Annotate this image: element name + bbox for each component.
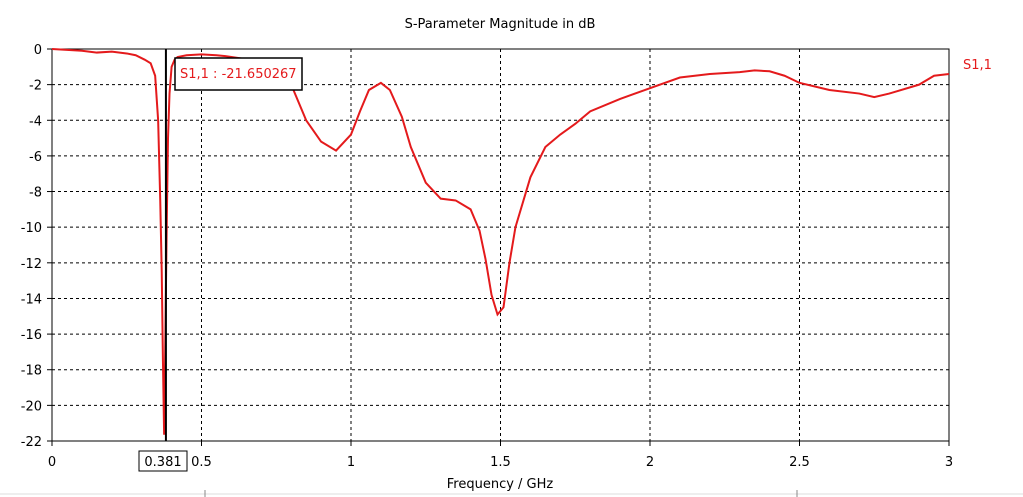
y-tick-label: -2: [29, 79, 42, 94]
y-tick-label: -22: [21, 435, 42, 450]
marker-x-readout: 0.381: [138, 450, 188, 472]
x-tick-label: 0: [48, 455, 56, 470]
y-tick-label: -6: [29, 150, 42, 165]
x-tick-label: 0.5: [191, 455, 212, 470]
x-tick-label: 2.5: [789, 455, 810, 470]
y-tick-label: -14: [21, 292, 42, 307]
y-tick-label: -4: [29, 114, 42, 129]
y-tick-label: -8: [29, 186, 42, 201]
marker-label: S1,1 : -21.650267: [180, 67, 297, 82]
y-tick-label: -18: [21, 364, 42, 379]
y-tick-label: -12: [21, 257, 42, 272]
bottom-ruler: [0, 490, 1023, 497]
y-tick-label: 0: [34, 43, 42, 58]
grid: [52, 49, 949, 441]
x-tick-label: 1.5: [490, 455, 511, 470]
plot-area: [51, 48, 950, 442]
marker-x-value: 0.381: [144, 455, 181, 470]
y-axis: 0 -2 -4 -6 -8 -10 -12 -14 -16 -18 -20 -22: [21, 43, 52, 450]
x-axis: 0 0.5 1 1.5 2 2.5 3: [48, 441, 953, 470]
y-tick-label: -16: [21, 328, 42, 343]
x-tick-label: 3: [945, 455, 953, 470]
series-line-s11: [51, 48, 950, 435]
x-axis-label: Frequency / GHz: [447, 477, 554, 492]
chart-title: S-Parameter Magnitude in dB: [405, 17, 596, 32]
x-tick-label: 1: [347, 455, 355, 470]
y-tick-label: -10: [21, 221, 42, 236]
x-tick-label: 2: [646, 455, 654, 470]
legend-entry-s11: S1,1: [963, 58, 992, 73]
marker-label-box[interactable]: S1,1 : -21.650267: [174, 57, 303, 91]
y-tick-label: -20: [21, 399, 42, 414]
